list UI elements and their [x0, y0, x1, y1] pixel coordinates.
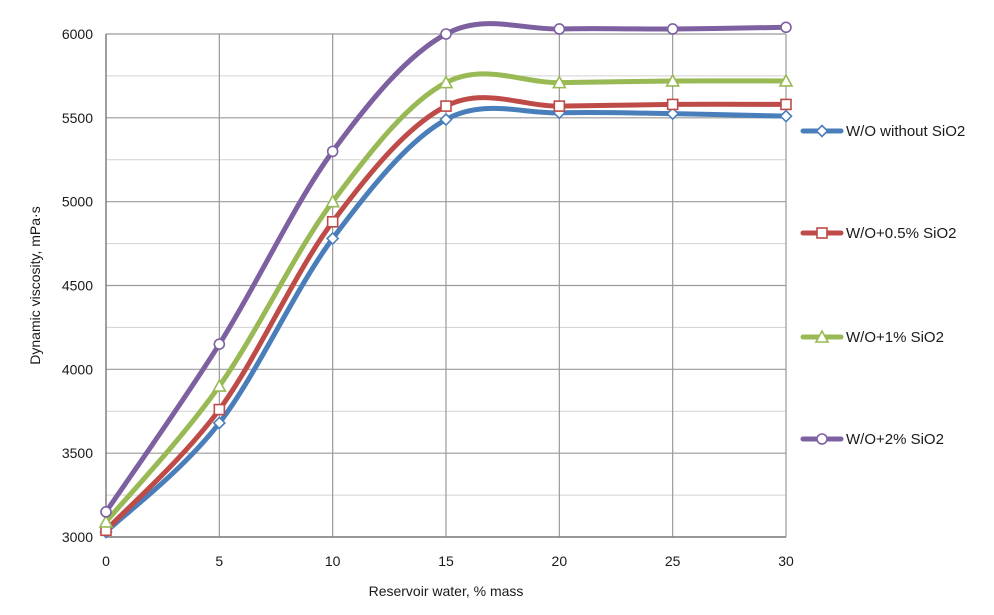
data-point-without	[779, 109, 793, 123]
y-tick-label: 3000	[62, 529, 93, 545]
series-markers	[98, 21, 794, 539]
data-point-2	[553, 23, 566, 35]
data-point-1	[551, 74, 567, 89]
y-tick-label: 6000	[62, 26, 93, 42]
data-point-0-5	[666, 98, 679, 111]
data-point-1	[98, 514, 114, 528]
data-point-0-5	[326, 215, 339, 228]
data-point-without	[666, 107, 680, 121]
data-point-0-5	[440, 100, 452, 112]
x-tick-label: 15	[438, 553, 454, 569]
legend-marker-2	[816, 433, 828, 445]
x-tick-label: 5	[215, 553, 223, 569]
tick-labels: 0 5 10 15 20 25 30 3000 3500 4000 4500 5000 5500 6000	[62, 26, 794, 569]
data-point-1	[211, 378, 227, 392]
data-point-without	[439, 112, 453, 127]
x-tick-label: 30	[778, 553, 794, 569]
y-tick-label: 5000	[62, 194, 93, 210]
axes	[105, 34, 786, 538]
data-point-without	[212, 416, 226, 430]
legend-label-0-5: W/O+0.5% SiO2	[846, 225, 956, 242]
y-tick-label: 4000	[62, 361, 93, 377]
legend-label-without: W/O without SiO2	[846, 123, 965, 140]
data-point-1	[665, 73, 681, 87]
legend-marker-0-5	[816, 227, 828, 239]
y-tick-label: 4500	[62, 278, 93, 294]
data-point-2	[780, 21, 792, 34]
legend-marker-without	[815, 124, 829, 138]
data-point-2	[666, 23, 679, 35]
x-axis-title: Reservoir water, % mass	[369, 583, 524, 599]
y-axis-title: Dynamic viscosity, mPa·s	[27, 206, 43, 364]
data-point-2	[100, 506, 112, 518]
legend: W/O without SiO2 W/O+0.5% SiO2 W/O+1% SiO2…	[800, 123, 965, 448]
data-point-0-5	[213, 403, 226, 416]
series-line-2	[103, 21, 789, 515]
y-tick-label: 3500	[62, 445, 93, 461]
legend-marker-1	[814, 329, 830, 343]
data-point-0-5	[780, 98, 792, 111]
data-point-2	[326, 145, 339, 158]
x-tick-label: 20	[552, 553, 568, 569]
data-point-1	[325, 193, 341, 208]
data-point-2	[213, 338, 226, 350]
x-tick-label: 25	[665, 553, 681, 569]
legend-label-2: W/O+2% SiO2	[846, 431, 944, 448]
legend-label-1: W/O+1% SiO2	[846, 329, 944, 346]
data-point-1	[778, 73, 794, 87]
data-point-0-5	[553, 100, 566, 112]
x-tick-label: 0	[102, 553, 110, 569]
data-point-1	[438, 74, 454, 89]
x-tick-label: 10	[325, 553, 341, 569]
data-point-without	[326, 231, 340, 246]
y-tick-label: 5500	[62, 110, 93, 126]
data-point-2	[440, 28, 452, 40]
